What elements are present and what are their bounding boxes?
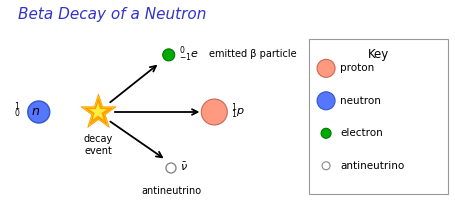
Text: emitted β particle: emitted β particle [208, 49, 296, 59]
Point [94, 110, 101, 114]
Point [94, 110, 101, 114]
Ellipse shape [320, 128, 330, 138]
Text: electron: electron [339, 128, 382, 138]
Text: antineutrino: antineutrino [339, 161, 404, 171]
Ellipse shape [201, 99, 227, 125]
Text: $^{1}_{0}$: $^{1}_{0}$ [14, 100, 21, 120]
Text: antineutrino: antineutrino [141, 186, 201, 196]
Text: $^{1}_{1}p$: $^{1}_{1}p$ [231, 101, 245, 121]
Text: Key: Key [367, 48, 388, 61]
Text: $^{0}_{-1}e$: $^{0}_{-1}e$ [178, 44, 198, 64]
Point [94, 110, 101, 114]
Text: $\bar{\nu}$: $\bar{\nu}$ [180, 161, 187, 173]
Text: neutron: neutron [339, 96, 380, 106]
Text: Beta Decay of a Neutron: Beta Decay of a Neutron [18, 7, 206, 22]
Ellipse shape [162, 49, 174, 61]
Text: $n$: $n$ [30, 105, 40, 118]
Ellipse shape [321, 162, 329, 170]
Ellipse shape [316, 92, 334, 110]
FancyBboxPatch shape [308, 39, 447, 194]
Text: proton: proton [339, 63, 374, 73]
Ellipse shape [316, 59, 334, 77]
Ellipse shape [28, 101, 50, 123]
Text: decay
event: decay event [83, 134, 112, 156]
Ellipse shape [166, 163, 176, 173]
